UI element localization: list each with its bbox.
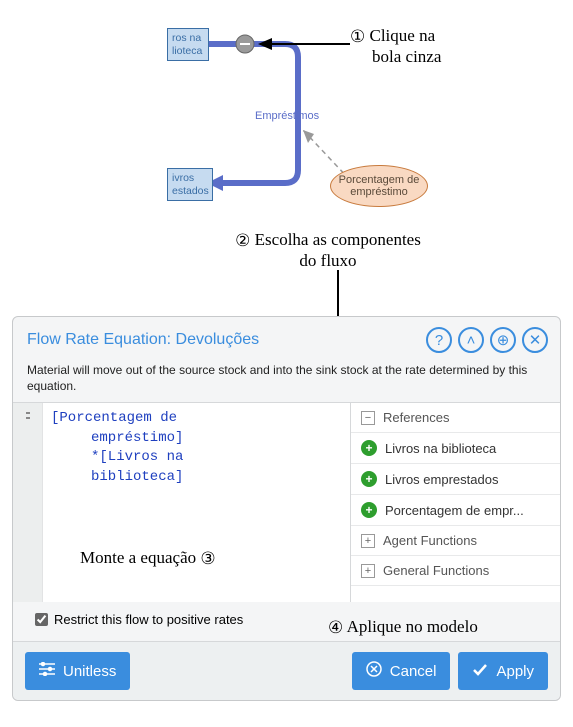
anno-text: Monte a equação	[80, 548, 196, 567]
apply-button[interactable]: Apply	[458, 652, 548, 690]
restrict-positive-checkbox[interactable]	[35, 613, 48, 626]
sliders-icon	[39, 662, 55, 680]
dialog-title: Flow Rate Equation: Devoluções	[27, 331, 259, 349]
eq-line: *[Livros na	[91, 449, 183, 465]
collapse-icon[interactable]: ˄	[458, 327, 484, 353]
check-icon	[472, 661, 488, 681]
dialog-body: [Porcentagem de empréstimo] *[Livros na …	[13, 402, 560, 602]
expand-toggle-icon: +	[361, 564, 375, 578]
ref-item[interactable]: + Livros emprestados	[351, 464, 560, 495]
anno-text: Clique na	[370, 26, 436, 45]
stock-label: ros na	[172, 32, 201, 44]
eq-line: empréstimo]	[91, 430, 183, 446]
stock-emprestados[interactable]: ivros estados	[167, 168, 213, 201]
ref-item[interactable]: + Livros na biblioteca	[351, 433, 560, 464]
annotation-1: ① Clique na bola cinza	[350, 26, 441, 68]
header-icons: ? ˄ ⊕ ✕	[426, 327, 548, 353]
restrict-label: Restrict this flow to positive rates	[54, 612, 243, 627]
ref-group-references[interactable]: − References	[351, 403, 560, 433]
help-icon[interactable]: ?	[426, 327, 452, 353]
stock-label: lioteca	[172, 45, 202, 57]
dialog-header: Flow Rate Equation: Devoluções ? ˄ ⊕ ✕	[13, 317, 560, 359]
ref-group-agent[interactable]: + Agent Functions	[351, 526, 560, 556]
ref-group-general[interactable]: + General Functions	[351, 556, 560, 586]
button-bar: Unitless Cancel Apply	[13, 641, 560, 700]
add-ref-icon: +	[361, 440, 377, 456]
stock-label: ivros	[172, 172, 194, 184]
references-panel: − References + Livros na biblioteca + Li…	[350, 403, 560, 602]
ref-item[interactable]: + Porcentagem de empr...	[351, 495, 560, 526]
add-ref-icon: +	[361, 502, 377, 518]
stock-biblioteca[interactable]: ros na lioteca	[167, 28, 209, 61]
equation-editor[interactable]: [Porcentagem de empréstimo] *[Livros na …	[43, 403, 350, 602]
unitless-button[interactable]: Unitless	[25, 652, 130, 690]
ref-item-label: Porcentagem de empr...	[385, 503, 524, 518]
anno-num-1: ①	[350, 27, 365, 47]
options-row: Restrict this flow to positive rates	[13, 602, 560, 641]
converter-porcentagem[interactable]: Porcentagem de empréstimo	[330, 165, 428, 207]
ref-group-label: Agent Functions	[383, 533, 477, 548]
flow-equation-dialog: Flow Rate Equation: Devoluções ? ˄ ⊕ ✕ M…	[12, 316, 561, 701]
cancel-icon	[366, 661, 382, 681]
anno-text: bola cinza	[372, 47, 441, 66]
ref-item-label: Livros na biblioteca	[385, 441, 496, 456]
dialog-description: Material will move out of the source sto…	[13, 359, 560, 402]
annotation-2: ② Escolha as componentes do fluxo	[198, 230, 458, 272]
ref-item-label: Livros emprestados	[385, 472, 498, 487]
button-label: Apply	[496, 663, 534, 680]
stock-label: estados	[172, 185, 209, 197]
anno-num-2: ②	[235, 231, 250, 251]
diagram-area: ros na lioteca ivros estados Empréstimos…	[0, 0, 573, 280]
eq-line: [Porcentagem de	[51, 410, 177, 426]
button-label: Unitless	[63, 663, 116, 680]
ref-group-label: References	[383, 410, 449, 425]
converter-label: Porcentagem de	[339, 174, 420, 186]
editor-gutter	[13, 403, 43, 602]
eq-line: biblioteca]	[91, 469, 183, 485]
add-ref-icon: +	[361, 471, 377, 487]
annotation-3: Monte a equação ③	[80, 548, 216, 569]
anno-num-4: ④	[328, 618, 343, 638]
close-icon[interactable]: ✕	[522, 327, 548, 353]
converter-label: empréstimo	[350, 186, 407, 198]
anno-text: Aplique no modelo	[347, 617, 478, 636]
flow-label: Empréstimos	[255, 110, 319, 122]
anno-text: do fluxo	[299, 251, 356, 270]
cancel-button[interactable]: Cancel	[352, 652, 451, 690]
add-icon[interactable]: ⊕	[490, 327, 516, 353]
annotation-4: ④ Aplique no modelo	[328, 617, 478, 638]
expand-toggle-icon: +	[361, 534, 375, 548]
ref-group-label: General Functions	[383, 563, 489, 578]
anno-text: Escolha as componentes	[255, 230, 421, 249]
button-label: Cancel	[390, 663, 437, 680]
collapse-toggle-icon: −	[361, 411, 375, 425]
anno-num-3: ③	[200, 549, 215, 569]
